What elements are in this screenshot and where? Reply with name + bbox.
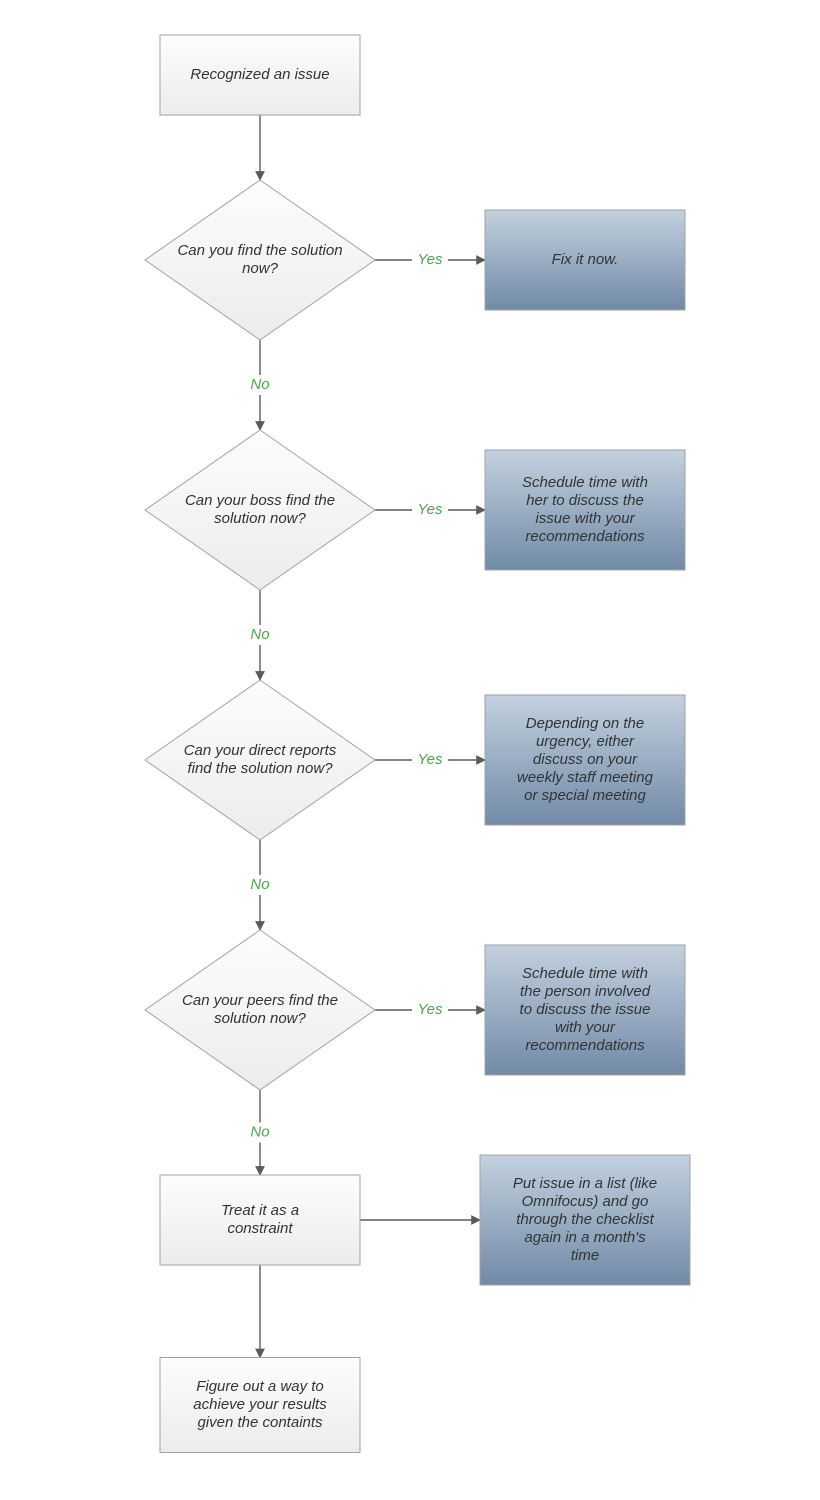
- node-text-line: Treat it as a: [221, 1202, 299, 1219]
- node-text-line: given the containts: [197, 1414, 323, 1431]
- node-a4: Schedule time withthe person involvedto …: [485, 945, 685, 1075]
- edge-label: Yes: [417, 251, 443, 268]
- edge-label: No: [250, 626, 269, 643]
- node-text-line: Can your peers find the: [182, 992, 338, 1009]
- node-text-line: find the solution now?: [187, 760, 333, 777]
- node-text-line: or special meeting: [524, 787, 646, 804]
- node-text-line: Schedule time with: [522, 474, 648, 491]
- node-start: Recognized an issue: [160, 35, 360, 115]
- edge-label: No: [250, 1123, 269, 1140]
- node-text-line: the person involved: [520, 983, 651, 1000]
- edge-label: Yes: [417, 501, 443, 518]
- node-text-line: issue with your: [535, 510, 635, 527]
- node-text-line: Can your boss find the: [185, 492, 335, 509]
- node-text-line: Fix it now.: [552, 251, 619, 268]
- edge-label: Yes: [417, 751, 443, 768]
- node-text-line: her to discuss the: [526, 492, 644, 509]
- node-end: Figure out a way toachieve your resultsg…: [160, 1358, 360, 1453]
- node-text-line: with your: [555, 1019, 616, 1036]
- node-text-line: Schedule time with: [522, 965, 648, 982]
- node-text-line: again in a month's: [524, 1229, 646, 1246]
- node-text-line: achieve your results: [193, 1396, 327, 1413]
- node-text-line: Put issue in a list (like: [513, 1175, 657, 1192]
- node-text-line: urgency, either: [536, 733, 635, 750]
- node-text-line: solution now?: [214, 510, 306, 527]
- node-text-line: time: [571, 1247, 599, 1264]
- edge-label: No: [250, 876, 269, 893]
- node-a1: Fix it now.: [485, 210, 685, 310]
- node-text-line: Can your direct reports: [184, 742, 337, 759]
- node-text-line: to discuss the issue: [520, 1001, 651, 1018]
- node-text-line: discuss on your: [533, 751, 638, 768]
- flowchart-canvas: Yes No Yes No Yes No Yes No Recognized an issue C…: [0, 0, 820, 1500]
- node-text-line: recommendations: [525, 528, 645, 545]
- node-text-line: Figure out a way to: [196, 1378, 324, 1395]
- node-constraint: Treat it as aconstraint: [160, 1175, 360, 1265]
- node-text-line: Depending on the: [526, 715, 644, 732]
- node-a3: Depending on theurgency, eitherdiscuss o…: [485, 695, 685, 825]
- node-text-line: recommendations: [525, 1037, 645, 1054]
- node-text-line: solution now?: [214, 1010, 306, 1027]
- node-text-line: now?: [242, 260, 279, 277]
- node-text-line: constraint: [227, 1220, 293, 1237]
- node-text-line: Recognized an issue: [190, 66, 329, 83]
- node-a2: Schedule time withher to discuss theissu…: [485, 450, 685, 570]
- node-a5: Put issue in a list (likeOmnifocus) and …: [480, 1155, 690, 1285]
- edge-label: Yes: [417, 1001, 443, 1018]
- node-text-line: Omnifocus) and go: [522, 1193, 649, 1210]
- edge-label: No: [250, 376, 269, 393]
- node-text-line: Can you find the solution: [177, 242, 342, 259]
- node-text-line: through the checklist: [516, 1211, 654, 1228]
- node-text-line: weekly staff meeting: [517, 769, 654, 786]
